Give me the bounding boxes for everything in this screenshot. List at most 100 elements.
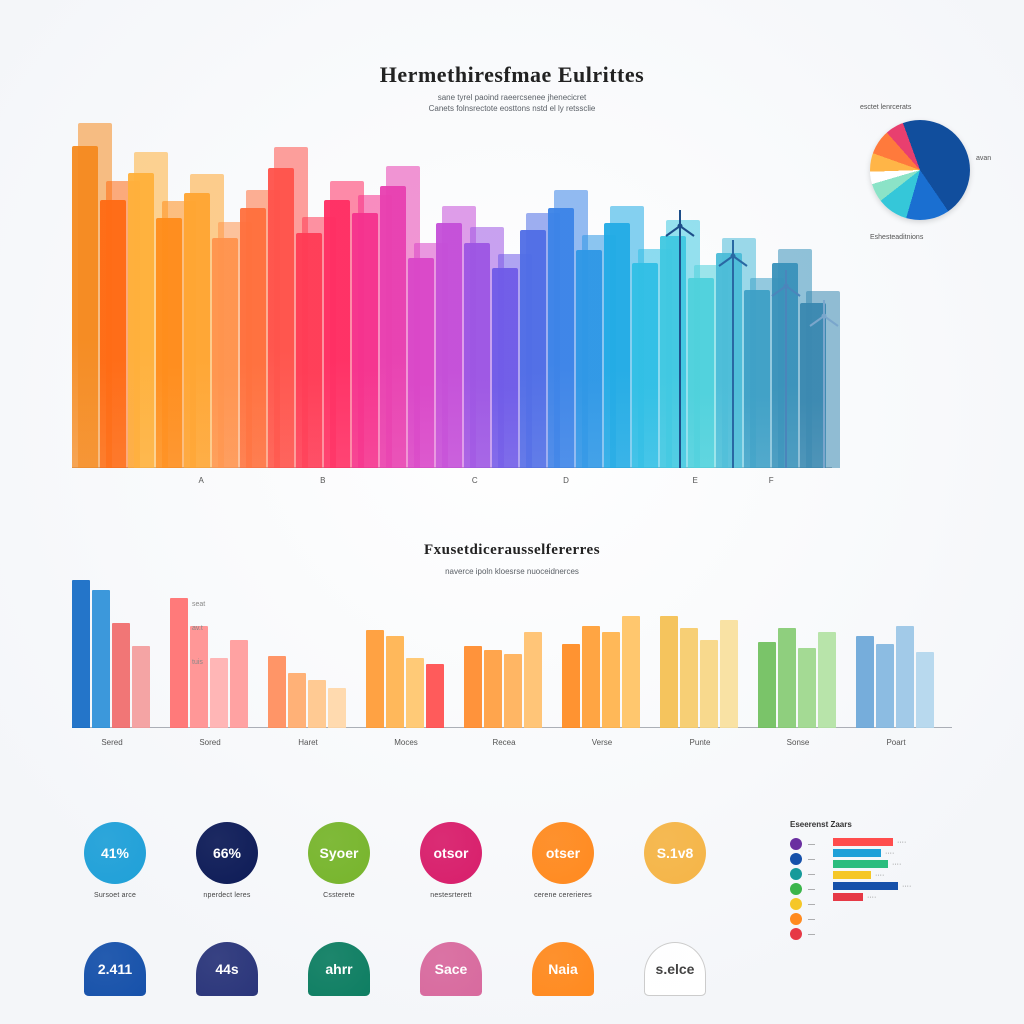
main-bar <box>240 208 266 468</box>
sub-chart-xtick: Sered <box>101 738 122 747</box>
sub-chart-ymark: tuis <box>192 659 203 666</box>
main-bar <box>352 213 378 468</box>
legend-dot-label: — <box>808 856 815 863</box>
sub-bar <box>288 673 306 728</box>
main-bar <box>800 303 826 468</box>
legend-dot-row: — <box>790 838 815 850</box>
badge-caption: nestesrterett <box>430 892 472 899</box>
sub-bar <box>720 620 738 728</box>
stat-badge: Sace <box>412 934 490 1004</box>
sub-bar <box>700 640 718 728</box>
sub-bar-chart: SeredSoredHaretMocesReceaVersePunteSonse… <box>72 578 952 728</box>
legend-dot-label: — <box>808 886 815 893</box>
sub-bar <box>504 654 522 728</box>
sub-bar <box>602 632 620 728</box>
sub-bar <box>308 680 326 728</box>
legend-panel: Eseerenst Zaars———————··················… <box>790 820 1000 943</box>
sub-bar <box>112 623 130 728</box>
legend-dot-label: — <box>808 901 815 908</box>
legend-minibar <box>833 882 898 890</box>
main-bar <box>772 263 798 468</box>
main-bar <box>464 243 490 468</box>
badge-blob-icon: Naia <box>532 942 594 996</box>
main-bar <box>296 233 322 468</box>
legend-dot-icon <box>790 838 802 850</box>
main-bar <box>408 258 434 468</box>
badge-blob-icon: 44s <box>196 942 258 996</box>
legend-minibar <box>833 893 863 901</box>
main-chart-xtick: A <box>199 476 204 485</box>
main-bar <box>72 146 98 468</box>
main-bar <box>548 208 574 468</box>
legend-bar-label: ···· <box>867 894 876 901</box>
main-bar <box>100 200 126 468</box>
legend-bar-label: ···· <box>892 861 901 868</box>
sub-chart-xtick: Moces <box>394 738 418 747</box>
sub-chart-xtick: Sonse <box>787 738 810 747</box>
sub-bar <box>406 658 424 728</box>
stat-badges-row-2: 2.41144sahrrSaceNaias.elce <box>76 934 714 1004</box>
sub-bar <box>230 640 248 728</box>
legend-bar-row: ···· <box>833 860 1000 868</box>
sub-bar <box>856 636 874 728</box>
sub-bar <box>268 656 286 728</box>
legend-dot-row: — <box>790 853 815 865</box>
stat-badge: otsor nestesrterett <box>412 822 490 899</box>
main-bar <box>380 186 406 468</box>
main-bar <box>744 290 770 468</box>
sub-chart-xtick: Recea <box>492 738 515 747</box>
main-bar <box>632 263 658 468</box>
main-bar <box>128 173 154 468</box>
legend-bar-row: ···· <box>833 849 1000 857</box>
main-bar <box>184 193 210 468</box>
sub-bar <box>758 642 776 728</box>
sub-chart-xtick: Sored <box>199 738 220 747</box>
main-bar <box>212 238 238 468</box>
main-bar <box>492 268 518 468</box>
pie-label: esctet lenrcerats <box>860 104 911 111</box>
badge-blob-icon: 2.411 <box>84 942 146 996</box>
sub-bar <box>464 646 482 728</box>
legend-dot-label: — <box>808 916 815 923</box>
sub-chart-xtick: Poart <box>886 738 905 747</box>
sub-chart-xtick: Haret <box>298 738 318 747</box>
sub-title: Fxusetdicerausselfererres <box>0 542 1024 559</box>
legend-dot-row: — <box>790 928 815 940</box>
pie-disc <box>870 120 970 220</box>
sub-bar <box>426 664 444 728</box>
stat-badge: 41%Sursoet arce <box>76 822 154 899</box>
main-bar <box>660 236 686 468</box>
pie-chart: esctet lenrceratsavanEshesteaditnions <box>870 120 970 220</box>
legend-minibar <box>833 871 871 879</box>
legend-minibar <box>833 860 888 868</box>
legend-bar-row: ···· <box>833 871 1000 879</box>
sub-chart-ymark: av.t <box>192 625 203 632</box>
sub-bar <box>92 590 110 728</box>
main-bar <box>604 223 630 468</box>
legend-bar-row: ···· <box>833 838 1000 846</box>
badge-blob-icon: Sace <box>420 942 482 996</box>
pie-label: Eshesteaditnions <box>870 234 923 241</box>
main-bar <box>324 200 350 468</box>
stat-badge: ahrr <box>300 934 378 1004</box>
legend-minibar <box>833 849 881 857</box>
badge-circle-icon: Syoer <box>308 822 370 884</box>
stat-badge: Naia <box>524 934 602 1004</box>
legend-dot-icon <box>790 883 802 895</box>
sub-bar <box>524 632 542 728</box>
main-chart-xtick: D <box>563 476 569 485</box>
main-bar <box>716 253 742 468</box>
stat-badge: 44s <box>188 934 266 1004</box>
legend-bar-label: ···· <box>897 839 906 846</box>
legend-dot-icon <box>790 913 802 925</box>
badge-circle-icon: otsor <box>420 822 482 884</box>
main-chart-xtick: C <box>472 476 478 485</box>
main-title: Hermethiresfmae Eulrittes <box>0 62 1024 88</box>
sub-bar <box>72 580 90 728</box>
legend-dot-row: — <box>790 868 815 880</box>
legend-dot-icon <box>790 853 802 865</box>
pie-label: avan <box>976 155 991 162</box>
sub-chart-xtick: Verse <box>592 738 612 747</box>
stat-badges-row-1: 41%Sursoet arce66%nperdect leresSyoerCss… <box>76 822 714 899</box>
legend-dot-icon <box>790 928 802 940</box>
